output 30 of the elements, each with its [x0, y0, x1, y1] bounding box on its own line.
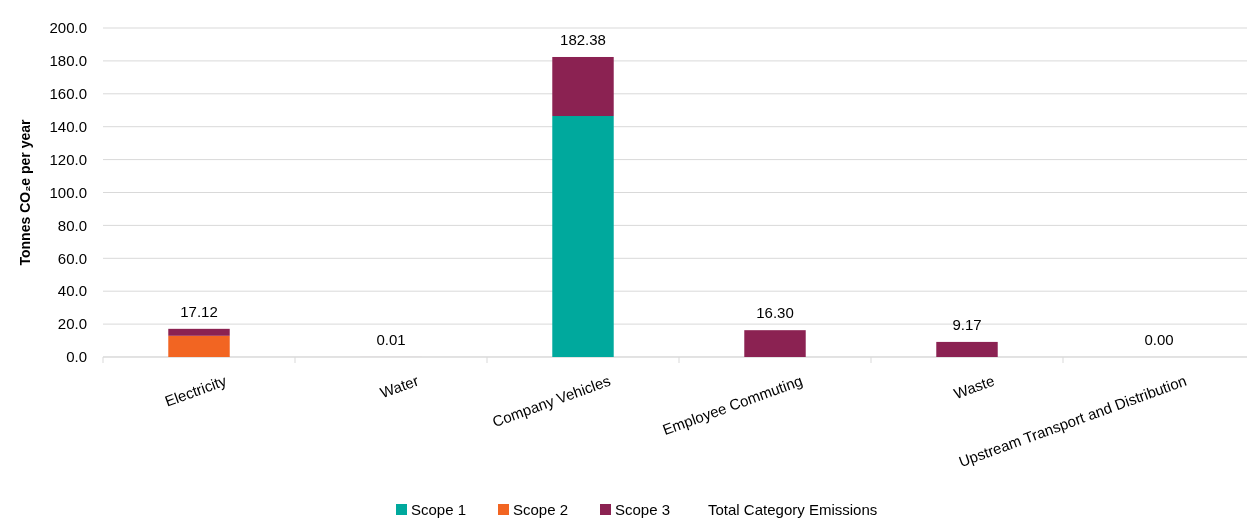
y-tick-label: 200.0	[49, 19, 87, 37]
bar	[168, 335, 230, 357]
legend-label: Scope 3	[615, 501, 671, 518]
total-label: 0.00	[1144, 331, 1174, 348]
total-label: 16.30	[756, 304, 794, 322]
y-tick-label: 100.0	[49, 183, 87, 201]
bar	[936, 341, 998, 357]
total-label: 182.38	[560, 30, 606, 48]
total-label: 9.17	[952, 315, 982, 333]
y-tick-label: 140.0	[49, 117, 87, 135]
bar	[552, 56, 614, 117]
total-label: 17.12	[180, 302, 218, 320]
y-tick-label: 0.0	[66, 348, 87, 366]
text: Total Category Emissions	[708, 501, 878, 518]
bar	[744, 330, 806, 357]
y-axis-title: Tonnes CO₂e per year	[17, 118, 33, 266]
legend-label: Scope 2	[513, 501, 569, 518]
total-label: 0.01	[376, 330, 406, 348]
y-tick-label: 20.0	[57, 315, 87, 333]
bar	[168, 328, 230, 336]
x-tick-label: Waste	[951, 371, 997, 403]
y-tick-label: 60.0	[57, 249, 87, 267]
y-tick-label: 40.0	[57, 282, 87, 300]
y-tick-label: 180.0	[49, 52, 87, 70]
y-tick-label: 80.0	[57, 216, 87, 234]
legend-label: Scope 1	[411, 501, 467, 518]
y-tick-label: 120.0	[49, 150, 87, 168]
y-tick-label: 160.0	[49, 85, 87, 103]
x-tick-label: Water	[377, 371, 421, 402]
bar	[552, 116, 614, 357]
